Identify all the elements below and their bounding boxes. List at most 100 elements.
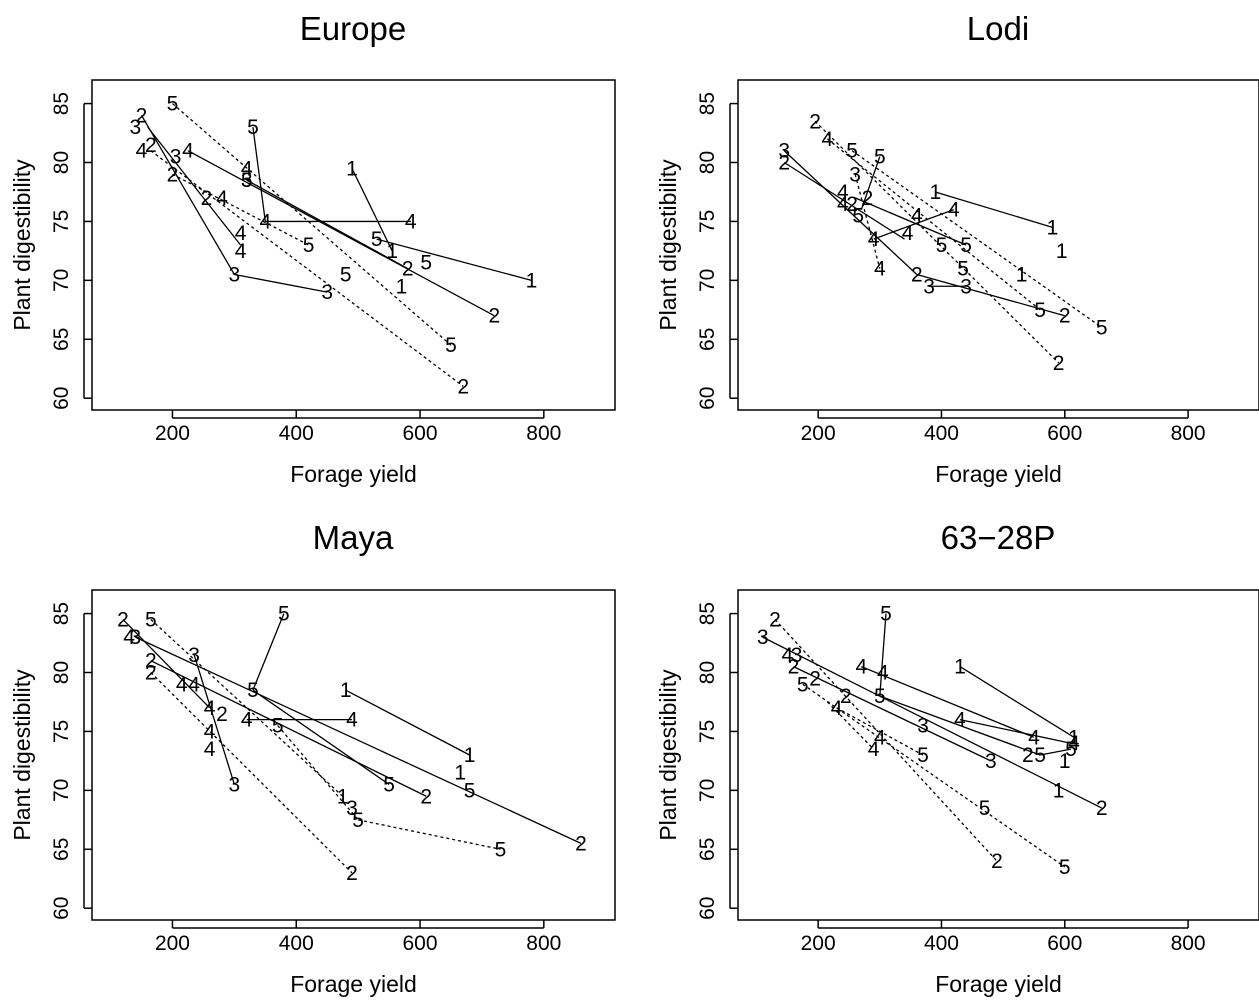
point-label: 4 [176,673,188,696]
x-tick-label: 200 [801,422,836,445]
x-tick-label: 800 [526,932,561,955]
point-label: 2 [402,258,414,281]
point-label: 5 [420,252,432,275]
point-label: 4 [837,181,849,204]
solid-series-line [234,273,328,293]
solid-series-line [187,150,495,317]
dotted-series-line [277,725,359,821]
point-label: 3 [960,275,972,298]
point-label: 5 [145,608,157,631]
point-label: 5 [303,234,315,257]
y-axis-label: Plant digestibility [9,159,35,331]
x-tick-label: 200 [801,932,836,955]
point-label: 3 [849,163,861,186]
point-label: 4 [874,258,886,281]
point-label: 4 [954,709,966,732]
x-tick-label: 600 [403,422,438,445]
point-label: 2 [420,785,432,808]
solid-series-line [252,613,285,691]
y-tick-label: 60 [50,897,73,920]
solid-series-line [376,238,532,281]
y-tick-label: 80 [50,661,73,684]
point-label: 2 [991,850,1003,873]
y-tick-label: 85 [50,92,73,115]
point-label: 1 [337,785,349,808]
solid-series-line [246,179,408,270]
y-tick-label: 75 [696,210,719,233]
point-label: 4 [136,140,148,163]
y-tick-label: 85 [696,602,719,625]
point-label: 5 [278,603,290,626]
y-tick-label: 75 [696,720,719,743]
point-label: 5 [846,140,858,163]
point-label: 5 [917,744,929,767]
chart-title: 63−28P [941,519,1056,556]
solid-series-line [860,156,881,210]
y-tick-label: 75 [50,210,73,233]
point-label: 4 [948,199,960,222]
point-label: 4 [241,157,253,180]
point-label: 4 [204,697,216,720]
point-label: 5 [167,93,179,116]
x-tick-label: 600 [1047,932,1082,955]
point-label: 2 [145,662,157,685]
point-label: 2 [778,152,790,175]
plot-frame [91,79,616,411]
point-label: 2 [145,650,157,673]
solid-series-line [793,666,992,762]
solid-series-line [351,168,393,252]
point-label: 3 [241,169,253,192]
solid-series-line [879,613,887,697]
point-label: 3 [229,773,241,796]
point-label: 2 [136,104,148,127]
point-label: 5 [371,228,383,251]
y-tick-label: 80 [696,661,719,684]
point-label: 4 [902,222,914,245]
x-tick-label: 800 [1171,932,1206,955]
point-label: 4 [855,656,867,679]
point-label: 5 [957,258,969,281]
point-label: 1 [929,181,941,204]
point-label: 5 [247,116,259,139]
point-label: 3 [757,626,769,649]
solid-series-line [252,127,266,222]
solid-series-line [959,666,1075,738]
point-label: 2 [862,187,874,210]
point-label: 5 [979,797,991,820]
point-label: 3 [188,644,200,667]
plot-frame [91,589,616,921]
y-tick-label: 70 [50,779,73,802]
y-axis-label: Plant digestibility [655,669,681,841]
point-label: 3 [229,263,241,286]
solid-series-line [345,689,470,756]
point-label: 2 [809,667,821,690]
chart-title: Lodi [967,10,1029,47]
point-label: 2 [846,193,858,216]
point-label: 2 [201,187,213,210]
solid-series-line [783,150,918,275]
plot-frame [737,589,1259,921]
dotted-series-line [150,150,464,387]
y-tick-label: 80 [696,151,719,174]
point-label: 4 [831,697,843,720]
solid-series-line [252,689,390,785]
solid-series-line [135,636,582,844]
point-label: 5 [445,334,457,357]
point-label: 2 [911,263,923,286]
point-label: 5 [1059,856,1071,879]
point-label: 4 [868,228,880,251]
y-tick-label: 80 [50,151,73,174]
point-label: 4 [405,210,417,233]
point-label: 2 [809,110,821,133]
chart-title: Maya [313,519,394,556]
x-tick-label: 800 [526,422,561,445]
x-tick-label: 600 [403,932,438,955]
point-label: 1 [1016,263,1028,286]
point-label: 5 [1034,299,1046,322]
point-label: 2 [1096,797,1108,820]
y-tick-label: 65 [50,328,73,351]
x-tick-label: 400 [279,422,314,445]
point-label: 1 [340,679,352,702]
x-tick-label: 600 [1047,422,1082,445]
point-label: 1 [386,240,398,263]
